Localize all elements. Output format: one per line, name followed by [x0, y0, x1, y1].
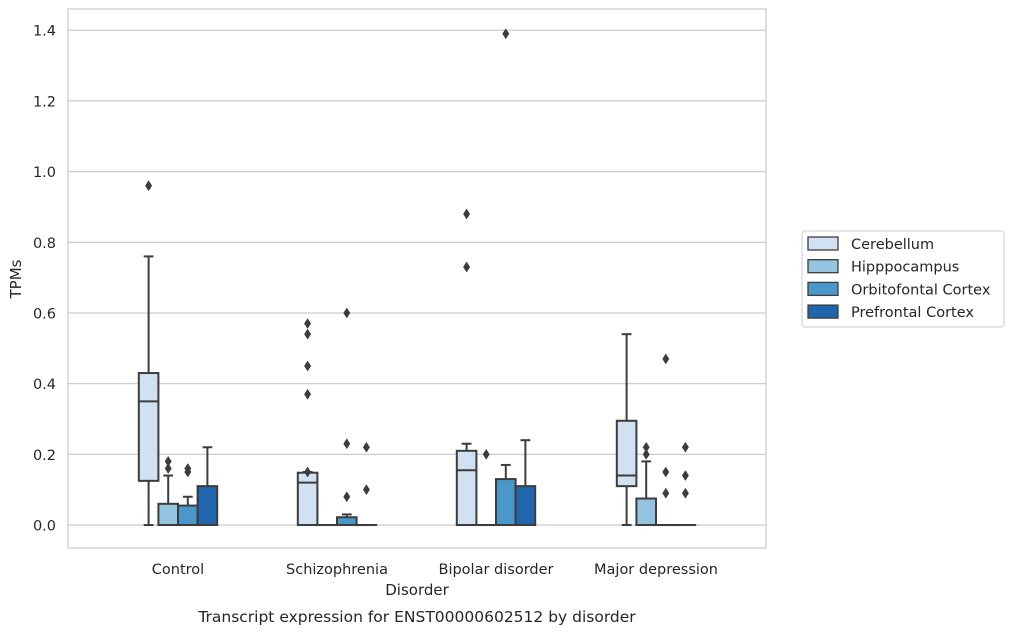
- legend: Cerebellum Hipppocampus Orbitofontal Corte…: [802, 231, 1004, 327]
- box: [337, 517, 357, 525]
- legend-swatch: [808, 237, 838, 250]
- gridlines: [68, 30, 766, 525]
- outlier-point: [304, 329, 310, 339]
- box: [198, 486, 218, 525]
- outlier-point: [463, 262, 469, 272]
- x-tick-label: Bipolar disorder: [439, 562, 554, 578]
- outlier-point: [165, 456, 171, 466]
- box: [139, 373, 159, 481]
- series-cerebellum: [139, 181, 637, 525]
- legend-label: Orbitofontal Cortex: [851, 282, 991, 298]
- legend-label: Cerebellum: [851, 237, 934, 253]
- y-tick-labels: 0.0 0.2 0.4 0.6 0.8 1.0 1.2 1.4: [33, 24, 56, 535]
- outlier-point: [344, 492, 350, 502]
- x-tick-label: Control: [152, 562, 204, 578]
- outlier-point: [344, 308, 350, 318]
- box: [298, 473, 318, 525]
- box-series: [139, 29, 695, 525]
- outlier-point: [483, 449, 489, 459]
- y-tick-label: 1.4: [33, 24, 56, 40]
- y-tick-label: 0.4: [33, 377, 56, 393]
- series-orbitofontal-cortex: [178, 29, 676, 525]
- y-tick-label: 0.6: [33, 306, 56, 322]
- legend-swatch: [808, 305, 838, 318]
- outlier-point: [363, 485, 369, 495]
- x-tick-labels: Control Schizophrenia Bipolar disorder Majo…: [152, 562, 718, 578]
- box: [636, 499, 656, 526]
- outlier-point: [663, 488, 669, 498]
- legend-label: Prefrontal Cortex: [851, 305, 974, 321]
- outlier-point: [682, 442, 688, 452]
- outlier-point: [304, 361, 310, 371]
- legend-swatch: [808, 260, 838, 273]
- y-tick-label: 1.2: [33, 94, 56, 110]
- x-axis-label: Disorder: [385, 581, 449, 599]
- y-tick-label: 0.0: [33, 519, 56, 535]
- outlier-point: [145, 181, 151, 191]
- outlier-point: [304, 389, 310, 399]
- legend-swatch: [808, 282, 838, 295]
- outlier-point: [682, 471, 688, 481]
- outlier-point: [663, 354, 669, 364]
- box: [516, 486, 536, 525]
- x-tick-label: Schizophrenia: [286, 562, 388, 578]
- box: [457, 451, 477, 525]
- box: [178, 506, 198, 525]
- outlier-point: [344, 439, 350, 449]
- outlier-point: [663, 467, 669, 477]
- x-tick-label: Major depression: [594, 562, 718, 578]
- chart-title: Transcript expression for ENST0000060251…: [197, 608, 636, 626]
- y-tick-label: 0.8: [33, 236, 56, 252]
- box: [496, 479, 516, 525]
- outlier-point: [304, 319, 310, 329]
- box: [158, 504, 178, 525]
- outlier-point: [643, 442, 649, 452]
- legend-label: Hipppocampus: [851, 260, 959, 276]
- plot-area-frame: [68, 9, 766, 548]
- outlier-point: [463, 209, 469, 219]
- outlier-point: [363, 442, 369, 452]
- outlier-point: [682, 488, 688, 498]
- y-axis-label: TPMs: [7, 259, 25, 299]
- y-tick-label: 0.2: [33, 448, 56, 464]
- y-tick-label: 1.0: [33, 165, 56, 181]
